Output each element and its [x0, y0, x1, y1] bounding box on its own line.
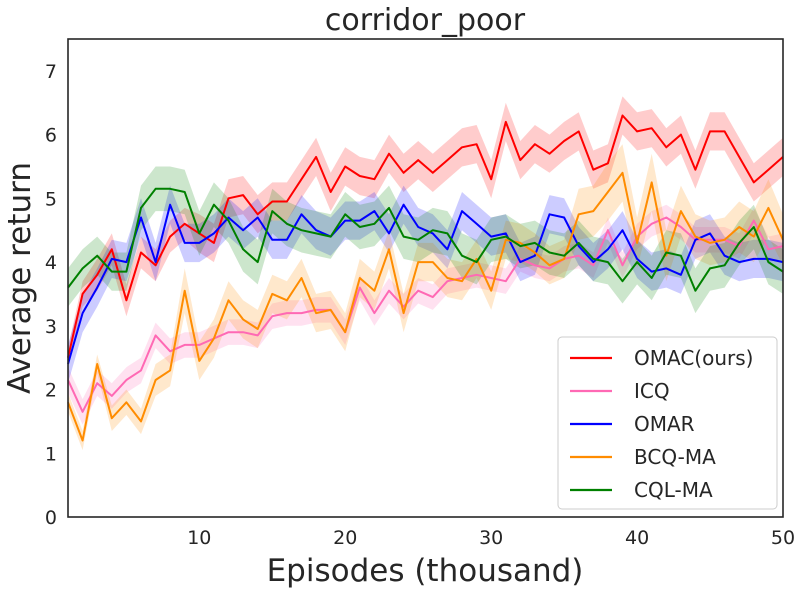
y-tick-label: 6 [45, 125, 57, 147]
x-tick-label: 50 [771, 527, 795, 549]
y-tick-label: 0 [45, 507, 57, 529]
x-tick-label: 20 [333, 527, 357, 549]
legend-label-bcq-ma: BCQ-MA [634, 445, 716, 469]
x-tick-label: 40 [625, 527, 649, 549]
series-lines [67, 114, 784, 442]
y-tick-label: 1 [45, 443, 57, 465]
y-tick-label: 2 [45, 380, 57, 402]
series-line-icq [67, 216, 784, 413]
x-tick-label: 10 [187, 527, 211, 549]
y-tick-label: 5 [45, 188, 57, 210]
series-line-omar [67, 203, 784, 365]
y-tick-label: 3 [45, 316, 57, 338]
legend-label-omac-ours: OMAC(ours) [634, 346, 753, 370]
band-omar [68, 185, 783, 384]
series-line-bcq-ma [67, 171, 784, 442]
y-tick-label: 7 [45, 61, 57, 83]
band-cql-ma [68, 166, 783, 314]
legend: OMAC(ours) ICQ OMAR BCQ-MA CQL-MA [557, 336, 778, 510]
chart-title: corridor_poor [325, 3, 526, 38]
series-line-cql-ma [67, 187, 784, 292]
x-axis-ticks: 10 20 30 40 50 [187, 527, 795, 549]
x-axis-label: Episodes (thousand) [267, 553, 584, 589]
series-line-omac-ours [67, 114, 784, 358]
legend-box [557, 336, 778, 510]
band-bcq-ma [68, 144, 783, 451]
legend-label-icq: ICQ [634, 379, 670, 403]
y-axis-ticks: 0 1 2 3 4 5 6 7 [45, 61, 57, 529]
y-tick-label: 4 [45, 252, 57, 274]
legend-label-omar: OMAR [634, 412, 695, 436]
legend-label-cql-ma: CQL-MA [634, 478, 713, 502]
x-tick-label: 30 [479, 527, 503, 549]
plot-frame [67, 38, 784, 518]
y-axis-label: Average return [2, 162, 38, 394]
